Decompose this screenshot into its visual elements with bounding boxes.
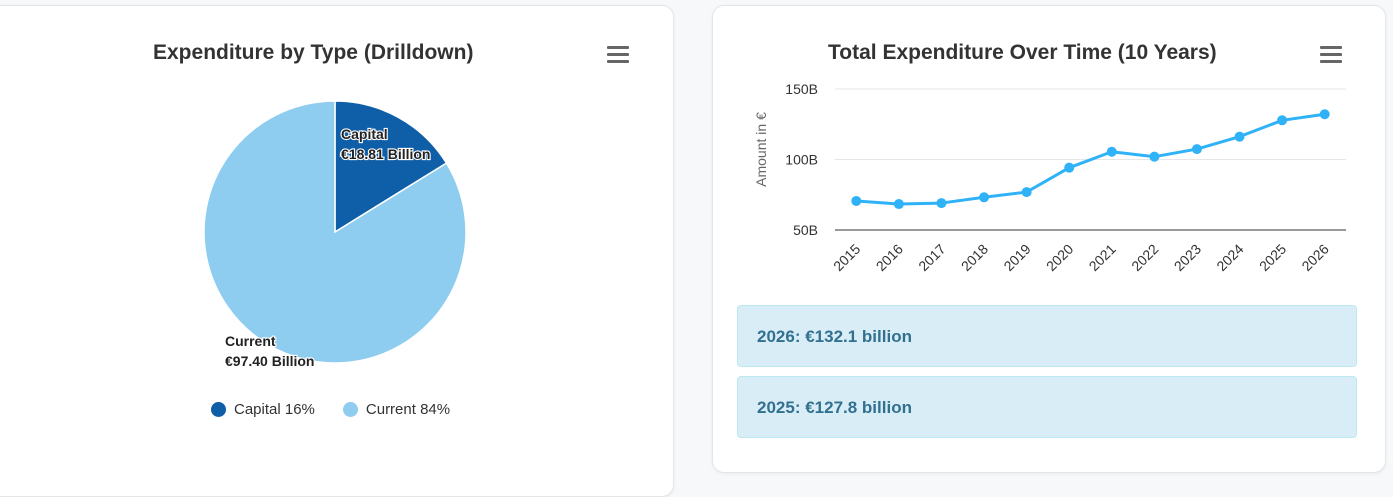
pie-chart: Capital €18.81 Billion Current €97.40 Billi… (203, 100, 467, 370)
x-tick-label: 2016 (873, 241, 906, 274)
data-point-2022[interactable] (1149, 151, 1160, 162)
x-tick-label: 2023 (1171, 241, 1204, 274)
pie-slice-capital[interactable] (334, 100, 448, 234)
legend-dot-current (342, 402, 358, 417)
pie-data-label-capital: Capital (341, 126, 388, 142)
y-tick-label: 150B (785, 81, 818, 97)
legend-dot-capital (211, 402, 226, 417)
pie-slice-current[interactable] (203, 100, 467, 364)
legend-item-current[interactable]: Current 84% (342, 401, 451, 418)
y-tick-label: 100B (785, 152, 818, 168)
x-tick-label: 2017 (915, 241, 948, 274)
pie-legend: Capital 16% Current 84% (211, 401, 450, 418)
x-tick-label: 2020 (1043, 241, 1076, 274)
y-axis-title: Amount in € (753, 112, 769, 187)
y-tick-label: 50B (793, 222, 818, 238)
data-point-2025[interactable] (1277, 115, 1288, 126)
line-chart: 50B 100B 150B Amount in € 2015 2016 2017 2018 20… (753, 81, 1346, 274)
x-tick-label: 2018 (958, 241, 991, 274)
series-line (856, 112, 1325, 206)
data-point-2023[interactable] (1191, 144, 1202, 155)
pie-chart-title: Expenditure by Type (Drilldown) (153, 41, 474, 64)
legend-item-capital[interactable]: Capital 16% (211, 401, 315, 418)
hamburger-menu-icon-bar (607, 60, 629, 63)
x-tick-label: 2022 (1128, 241, 1161, 274)
data-point-2015[interactable] (851, 195, 862, 206)
hamburger-menu-icon-bar (1320, 53, 1342, 56)
legend-label-current: Current 84% (365, 401, 451, 418)
hamburger-menu-icon-bar (607, 53, 629, 56)
data-point-2018[interactable] (979, 192, 990, 203)
pie-data-label-current: €97.40 Billion (225, 353, 314, 369)
x-tick-label: 2026 (1298, 241, 1331, 274)
legend-label-capital: Capital 16% (234, 401, 315, 418)
data-point-2024[interactable] (1234, 131, 1245, 142)
x-tick-label: 2015 (830, 241, 863, 274)
data-point-2026[interactable] (1319, 109, 1330, 120)
x-tick-label: 2019 (1000, 241, 1033, 274)
line-chart-menu-button[interactable] (1320, 46, 1342, 63)
alert-2025: 2025: €127.8 billion (737, 376, 1357, 438)
pie-data-label-current: Current (225, 333, 276, 349)
hamburger-menu-icon (1320, 46, 1342, 49)
x-tick-label: 2024 (1213, 241, 1246, 274)
data-point-2016[interactable] (893, 199, 904, 210)
data-point-2019[interactable] (1021, 187, 1032, 198)
pie-data-label-capital: €18.81 Billion (341, 146, 430, 162)
x-tick-label: 2021 (1086, 241, 1119, 274)
x-tick-label: 2025 (1256, 241, 1289, 274)
data-point-2021[interactable] (1106, 146, 1117, 157)
data-point-2017[interactable] (936, 198, 947, 209)
pie-chart-menu-button[interactable] (607, 46, 629, 63)
alert-2026: 2026: €132.1 billion (737, 305, 1357, 367)
data-point-2020[interactable] (1064, 162, 1075, 173)
hamburger-menu-icon (607, 46, 629, 49)
line-chart-title: Total Expenditure Over Time (10 Years) (828, 41, 1217, 64)
hamburger-menu-icon-bar (1320, 60, 1342, 63)
